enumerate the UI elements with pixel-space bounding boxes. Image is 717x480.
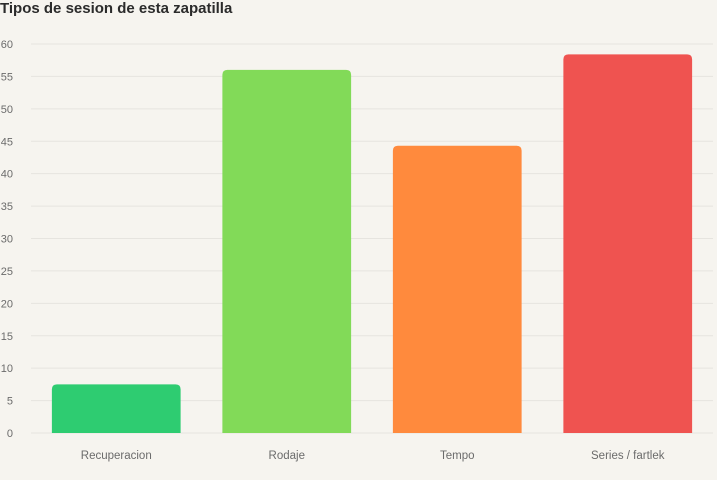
y-tick-label: 10	[1, 363, 13, 375]
y-tick-label: 35	[1, 201, 13, 213]
y-tick-label: 55	[1, 71, 13, 83]
y-tick-label: 40	[1, 169, 13, 181]
x-category-label: Rodaje	[269, 450, 305, 462]
chart-title: Tipos de sesion de esta zapatilla	[0, 0, 233, 17]
y-tick-label: 30	[1, 234, 13, 246]
x-category-label: Tempo	[440, 450, 475, 462]
y-axis-ticks: 0 5 10 15 20 25 30 35 40 45 50 55 60	[1, 39, 13, 440]
y-tick-label: 50	[1, 104, 13, 116]
y-tick-label: 60	[1, 39, 13, 51]
y-tick-label: 25	[1, 266, 13, 278]
bar-rodaje	[222, 69, 352, 433]
y-tick-label: 0	[7, 428, 13, 440]
y-tick-label: 5	[7, 396, 13, 408]
bar-series-fartlek	[563, 54, 693, 434]
y-tick-label: 15	[1, 331, 13, 343]
y-tick-label: 20	[1, 298, 13, 310]
bar-tempo	[392, 145, 522, 433]
bars	[51, 54, 693, 434]
x-axis-labels: Recuperacion Rodaje Tempo Series / fartlek	[81, 450, 665, 462]
bar-recuperacion	[51, 384, 181, 433]
y-tick-label: 45	[1, 136, 13, 148]
x-category-label: Recuperacion	[81, 450, 152, 462]
x-category-label: Series / fartlek	[591, 450, 665, 462]
